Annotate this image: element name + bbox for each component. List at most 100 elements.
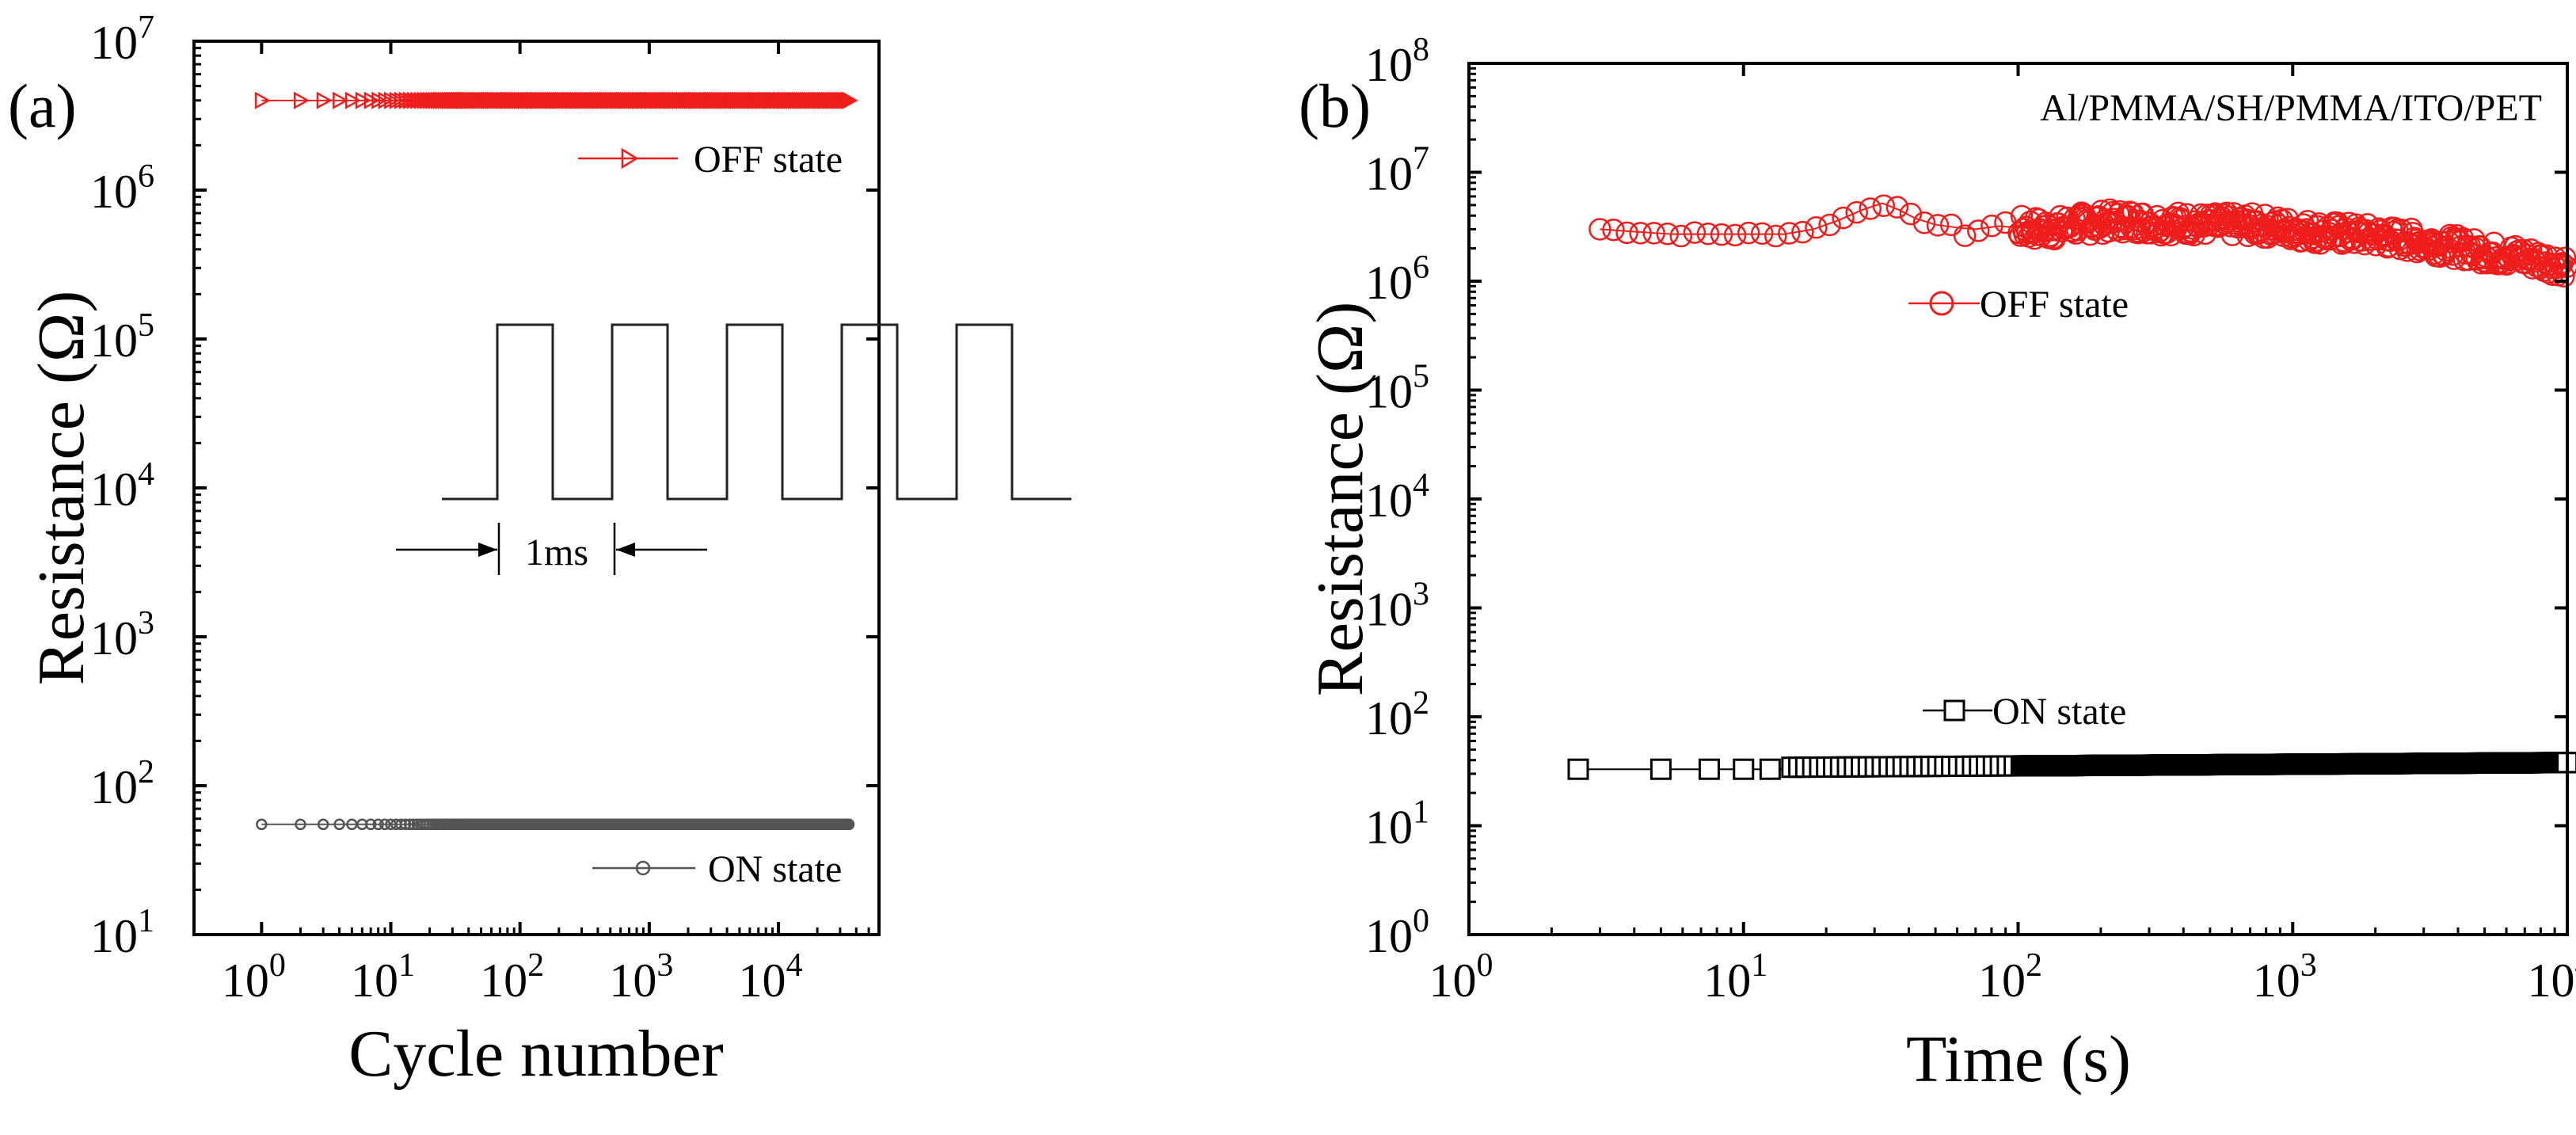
legend-off-text: OFF state [694, 139, 843, 181]
panel-b-x-tick-label: 101 [1703, 947, 1767, 1007]
data-point-off [1791, 220, 1814, 244]
legend-on-marker [635, 860, 651, 876]
panel-b-ylabel: Resistance (Ω) [1303, 302, 1377, 697]
panel-b-x-tick-label: 104 [2528, 947, 2576, 1007]
data-point-off [384, 91, 401, 109]
legend-off-text: OFF state [1980, 284, 2129, 326]
pulse-arrow-right-head [616, 543, 635, 557]
data-point-off [1778, 222, 1801, 245]
data-point-off [2544, 246, 2566, 269]
data-point-off [1818, 213, 1841, 237]
data-point-on [404, 818, 416, 831]
legend-off-marker [1929, 291, 1954, 316]
data-point-on [1649, 758, 1672, 780]
panel-b-y-ticks: 100 101 102 103 104 105 106 107 108 [1365, 32, 2567, 962]
panel-b-x-ticks: 100 101 102 103 104 [1429, 63, 2576, 1007]
legend-on-text: ON state [1992, 691, 2126, 733]
panel-a-y-tick-label: 104 [90, 456, 154, 516]
data-point-off [293, 91, 310, 109]
panel-a-x-tick-label: 101 [351, 947, 415, 1007]
data-point-on [1698, 758, 1720, 780]
data-point-off [1750, 222, 1774, 246]
data-point-off [1737, 221, 1760, 245]
data-point-off [1669, 224, 1693, 248]
panel-b-legend-on: ON state [1923, 691, 2126, 733]
data-point-off [423, 91, 439, 109]
data-point-on [1733, 758, 1755, 780]
panel-a-ylabel: Resistance (Ω) [25, 291, 98, 686]
panel-b-xlabel: Time (s) [1906, 1023, 2131, 1096]
panel-a-legend-off: OFF state [578, 139, 843, 181]
data-point-on [295, 818, 306, 831]
panel-a-x-tick-label: 104 [739, 947, 803, 1007]
data-point-off [398, 91, 415, 109]
data-point-off [1656, 222, 1680, 246]
device-annotation: Al/PMMA/SH/PMMA/ITO/PET [2040, 87, 2542, 129]
data-point-off [1589, 218, 1611, 241]
pulse-train [442, 323, 1071, 501]
panel-b-label: (b) [1299, 71, 1371, 140]
panel-b-x-tick-label: 102 [1978, 947, 2042, 1007]
data-point-off [1872, 194, 1896, 218]
data-point-off [1642, 222, 1665, 245]
data-point-off [344, 91, 361, 109]
data-point-on [256, 818, 268, 831]
data-point-off [1764, 224, 1787, 248]
data-point-off [1710, 223, 1733, 246]
panel-a-x-tick-label: 102 [480, 947, 544, 1007]
panel-b-y-tick-label: 107 [1365, 141, 1429, 200]
data-point-off [254, 91, 271, 109]
data-point-off [1953, 224, 1977, 247]
panel-b-legend-off: OFF state [1908, 284, 2129, 326]
legend-off-marker [621, 147, 639, 169]
panel-a-y-tick-label: 102 [90, 754, 154, 813]
panel-b-x-tick-label: 100 [1429, 947, 1493, 1007]
panel-b-y-tick-label: 104 [1365, 467, 1429, 527]
data-point-off [1981, 214, 2003, 238]
data-point-on [317, 818, 329, 831]
pulse-inset: 1ms [396, 323, 1071, 575]
panel-b-y-tick-label: 101 [1365, 794, 1429, 854]
panel-b-y-tick-label: 100 [1365, 903, 1429, 962]
panel-b-y-tick-label: 105 [1365, 359, 1429, 418]
data-point-on [1567, 758, 1589, 780]
panel-a-x-ticks: 100 101 102 103 104 [222, 41, 881, 1007]
panel-b-y-tick-label: 106 [1365, 249, 1429, 309]
panel-a-y-tick-label: 106 [90, 158, 154, 218]
pulse-label: 1ms [525, 531, 588, 573]
data-point-off [355, 91, 371, 109]
data-point-off [402, 91, 419, 109]
panel-a-x-tick-label: 103 [609, 947, 673, 1007]
panel-a-y-tick-label: 101 [90, 903, 154, 962]
data-point-off [333, 91, 349, 109]
panel-a-legend-on: ON state [592, 848, 842, 890]
panel-a-label: (a) [8, 71, 77, 140]
data-point-on [399, 818, 412, 831]
data-point-on [379, 818, 391, 831]
panel-a-y-tick-label: 105 [90, 307, 154, 367]
data-point-off [1602, 218, 1625, 242]
panel-a-x-tick-label: 100 [222, 947, 286, 1007]
data-point-on [1759, 758, 1781, 780]
data-point-off [1615, 221, 1638, 245]
data-point-off [1696, 222, 1720, 246]
data-point-off [1967, 219, 1990, 242]
data-point-on [372, 818, 384, 831]
data-point-on [843, 818, 855, 831]
data-point-off [1939, 213, 1963, 237]
panel-b-frame [1467, 62, 2569, 936]
data-point-off [1912, 211, 1936, 234]
data-point-off [1859, 197, 1882, 220]
data-point-off [394, 91, 410, 109]
panel-a-y-tick-label: 107 [90, 10, 154, 69]
data-point-off [1845, 200, 1868, 224]
data-point-off [425, 91, 442, 109]
panel-a-data [254, 91, 858, 831]
data-point-off [2552, 265, 2575, 288]
panel-b-data [1567, 194, 2576, 780]
panel-a-y-tick-label: 103 [90, 605, 154, 665]
panel-a-xlabel: Cycle number [348, 1017, 724, 1091]
data-point-off [316, 91, 333, 109]
panel-a-y-ticks: 101 102 103 104 105 106 107 [90, 10, 879, 962]
